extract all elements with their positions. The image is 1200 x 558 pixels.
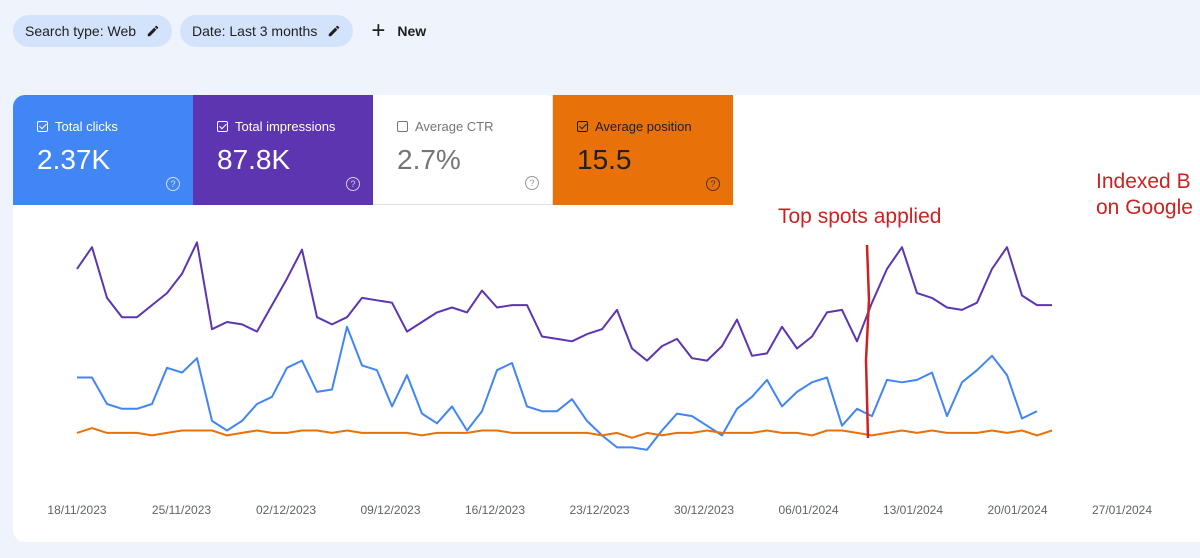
- filter-bar: Search type: Web Date: Last 3 months + N…: [13, 15, 426, 47]
- metric-label: Average position: [595, 119, 692, 134]
- pencil-icon: [147, 25, 159, 37]
- annotation-marker-line: [864, 244, 871, 439]
- metric-total-clicks[interactable]: Total clicks 2.37K ?: [13, 95, 193, 205]
- x-tick-label: 06/01/2024: [778, 503, 838, 517]
- checkbox-unchecked-icon[interactable]: [397, 121, 408, 132]
- x-tick-label: 27/01/2024: [1092, 503, 1152, 517]
- date-label: Date: Last 3 months: [192, 23, 318, 39]
- metric-total-impressions[interactable]: Total impressions 87.8K ?: [193, 95, 373, 205]
- metric-value: 2.37K: [37, 144, 111, 175]
- series-line-average-position: [76, 427, 1053, 439]
- annotation-indexed-line2: on Google: [1096, 196, 1193, 219]
- checkbox-checked-icon[interactable]: [217, 121, 228, 132]
- metric-average-position[interactable]: Average position 15.5 ?: [553, 95, 733, 205]
- new-filter-label: New: [397, 23, 427, 39]
- help-icon[interactable]: ?: [525, 176, 539, 190]
- search-type-chip[interactable]: Search type: Web: [13, 15, 173, 47]
- help-icon[interactable]: ?: [706, 177, 720, 191]
- metric-label: Total clicks: [55, 119, 118, 134]
- plus-icon: +: [371, 17, 386, 44]
- new-filter-button[interactable]: + New: [371, 17, 427, 44]
- annotation-top-spots: Top spots applied: [778, 205, 942, 228]
- x-tick-label: 02/12/2023: [256, 503, 316, 517]
- date-chip[interactable]: Date: Last 3 months: [180, 15, 354, 47]
- x-tick-label: 09/12/2023: [360, 503, 420, 517]
- annotation-indexed-line1: Indexed B: [1096, 170, 1191, 193]
- series-line-total-clicks: [77, 325, 1038, 451]
- metric-average-ctr[interactable]: Average CTR 2.7% ?: [373, 95, 553, 205]
- checkbox-checked-icon[interactable]: [37, 121, 48, 132]
- metric-label: Total impressions: [235, 119, 336, 134]
- x-tick-label: 30/12/2023: [674, 503, 734, 517]
- x-tick-label: 20/01/2024: [987, 503, 1047, 517]
- search-type-label: Search type: Web: [25, 23, 137, 39]
- x-tick-label: 13/01/2024: [883, 503, 943, 517]
- pencil-icon: [329, 25, 340, 37]
- annotation-indexed: Indexed B on Google: [1096, 169, 1193, 221]
- x-tick-label: 25/11/2023: [152, 503, 211, 517]
- x-tick-label: 16/12/2023: [465, 503, 525, 517]
- series-line-total-impressions: [76, 241, 1052, 362]
- metric-value: 2.7%: [397, 144, 461, 175]
- metric-value: 87.8K: [217, 144, 291, 175]
- checkbox-checked-icon[interactable]: [577, 121, 588, 132]
- metric-value: 15.5: [577, 144, 632, 175]
- metric-label: Average CTR: [415, 119, 494, 134]
- x-tick-label: 23/12/2023: [569, 503, 629, 517]
- x-tick-label: 18/11/2023: [47, 503, 106, 517]
- help-icon[interactable]: ?: [166, 177, 180, 191]
- help-icon[interactable]: ?: [346, 177, 360, 191]
